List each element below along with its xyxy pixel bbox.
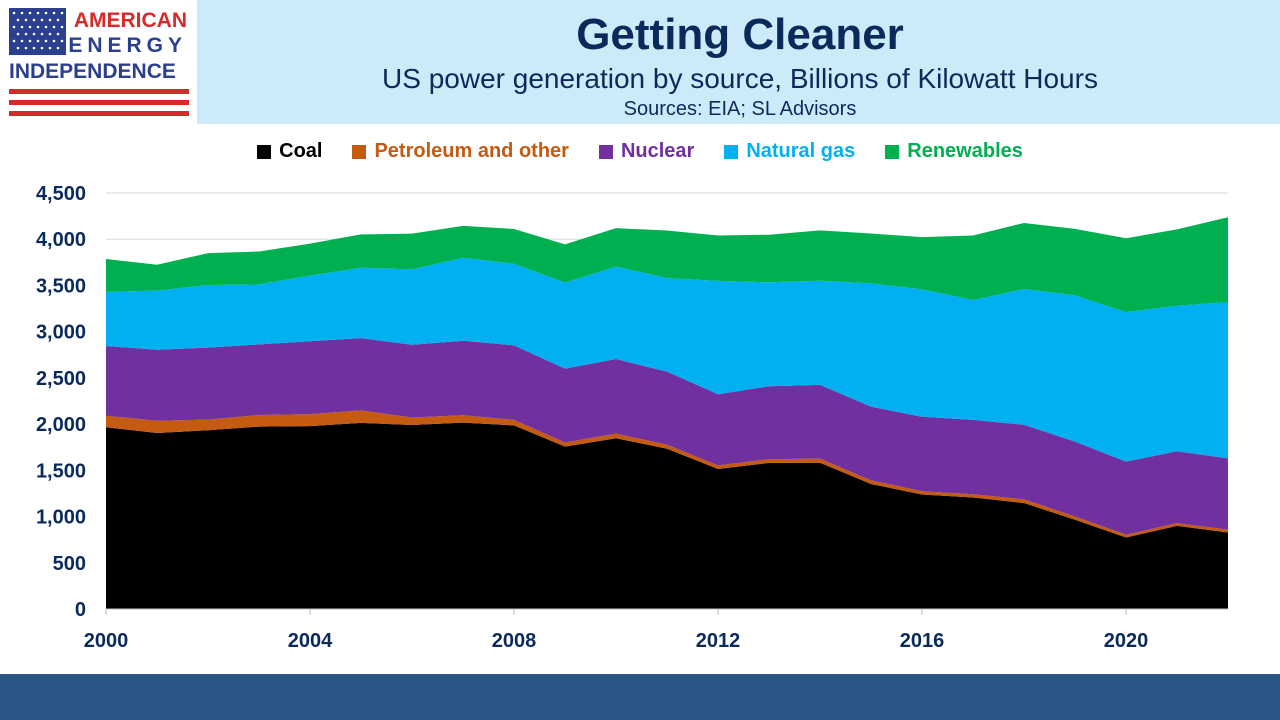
area-coal (106, 422, 1228, 609)
y-tick-label: 3,500 (36, 275, 86, 297)
legend-swatch (352, 144, 367, 159)
y-tick-label: 4,500 (36, 183, 86, 205)
y-tick-label: 2,500 (36, 368, 86, 390)
axes: 0 500 1,000 1,500 2,000 2,500 3,000 3,500 4,000 4… (36, 183, 1228, 652)
legend-item-petroleum: Petroleum and other (352, 140, 569, 163)
flag-stars (12, 11, 64, 50)
area-nuclear (106, 338, 1228, 535)
chart-legend: Coal Petroleum and other Nuclear Natural… (0, 140, 1280, 163)
american-energy-independence-logo: AMERICAN ENERGY INDEPENDENCE (0, 0, 197, 124)
logo-stripe (9, 89, 189, 94)
logo-line3: INDEPENDENCE (9, 60, 176, 83)
logo-line1: AMERICAN (74, 9, 187, 32)
legend-label: Petroleum and other (374, 140, 569, 162)
chart-sources: Sources: EIA; SL Advisors (623, 98, 857, 120)
y-tick-label: 4,000 (36, 229, 86, 251)
y-tick-label: 3,000 (36, 322, 86, 344)
x-tick-label: 2016 (900, 630, 945, 652)
area-petroleum-and-other (106, 410, 1228, 538)
legend-label: Renewables (907, 140, 1023, 162)
logo-line2: ENERGY (68, 34, 187, 57)
area-renewables (106, 217, 1228, 313)
y-tick-label: 500 (53, 553, 86, 575)
y-tick-label: 2,000 (36, 414, 86, 436)
legend-swatch (885, 144, 900, 159)
legend-label: Natural gas (746, 140, 856, 162)
stacked-area-chart: 0 500 1,000 1,500 2,000 2,500 3,000 3,500 4,000 4… (36, 183, 1228, 652)
logo-stripe (9, 111, 189, 116)
legend-item-coal: Coal (257, 140, 322, 163)
legend-swatch (257, 144, 272, 159)
x-tick-label: 2020 (1104, 630, 1149, 652)
logo-graphic: AMERICAN ENERGY INDEPENDENCE (9, 8, 189, 116)
footer-band (0, 674, 1280, 720)
y-tick-label: 1,500 (36, 460, 86, 482)
legend-item-nuclear: Nuclear (598, 140, 695, 163)
x-tick-label: 2000 (84, 630, 129, 652)
area-natural-gas (106, 257, 1228, 462)
y-tick-label: 1,000 (36, 507, 86, 529)
y-tick-label: 0 (75, 599, 86, 621)
chart-subtitle: US power generation by source, Billions … (382, 63, 1098, 94)
logo-stripe (9, 100, 189, 105)
x-tick-label: 2008 (492, 630, 537, 652)
legend-swatch (598, 144, 613, 159)
legend-label: Nuclear (620, 140, 695, 162)
x-tick-label: 2012 (696, 630, 741, 652)
x-tick-label: 2004 (288, 630, 333, 652)
area-series (106, 217, 1228, 609)
legend-label: Coal (279, 140, 323, 162)
page-title: Getting Cleaner (576, 10, 904, 59)
legend-item-natural-gas: Natural gas (724, 140, 855, 163)
legend-item-renewables: Renewables (885, 140, 1023, 163)
legend-swatch (724, 144, 739, 159)
header-banner (0, 0, 1280, 124)
